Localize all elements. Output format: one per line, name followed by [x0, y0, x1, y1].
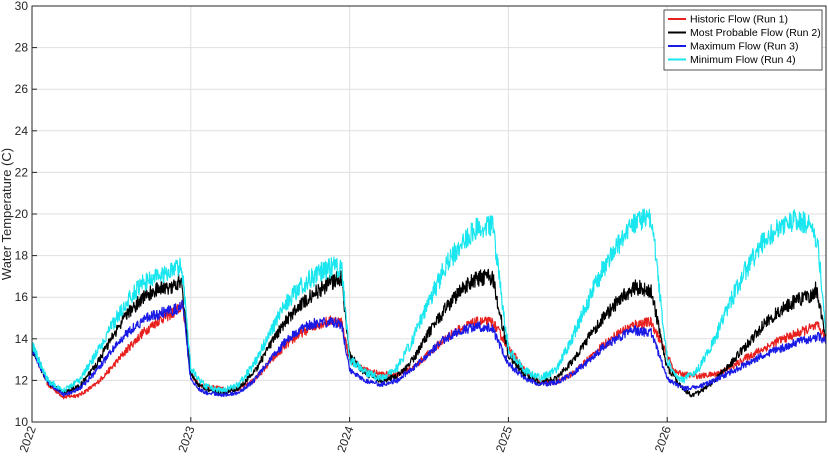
y-axis-label: Water Temperature (C) — [0, 148, 14, 280]
y-tick-label: 30 — [15, 0, 29, 13]
y-tick-label: 18 — [15, 249, 29, 263]
y-tick-label: 16 — [15, 290, 29, 304]
y-tick-label: 20 — [15, 207, 29, 221]
series-line-run-3 — [31, 299, 827, 398]
series-line-run-4 — [31, 208, 827, 393]
legend-label: Minimum Flow (Run 4) — [690, 54, 796, 66]
legend-label: Most Probable Flow (Run 2) — [690, 27, 821, 39]
legend-box — [663, 9, 823, 71]
legend-label: Historic Flow (Run 1) — [690, 14, 788, 26]
plot-area — [31, 208, 827, 400]
y-tick-label: 10 — [15, 415, 29, 429]
series-line-run-2 — [31, 268, 827, 398]
y-tick-label: 14 — [15, 332, 29, 346]
legend-label: Maximum Flow (Run 3) — [690, 41, 799, 53]
y-tick-label: 12 — [15, 373, 29, 387]
y-tick-label: 24 — [15, 124, 29, 138]
y-tick-label: 22 — [15, 165, 29, 179]
y-axis-ticks: 10 12 14 16 18 20 22 24 26 28 30 — [15, 0, 37, 429]
y-tick-label: 26 — [15, 82, 29, 96]
legend: Historic Flow (Run 1)Most Probable Flow … — [663, 9, 823, 71]
y-tick-label: 28 — [15, 41, 29, 55]
